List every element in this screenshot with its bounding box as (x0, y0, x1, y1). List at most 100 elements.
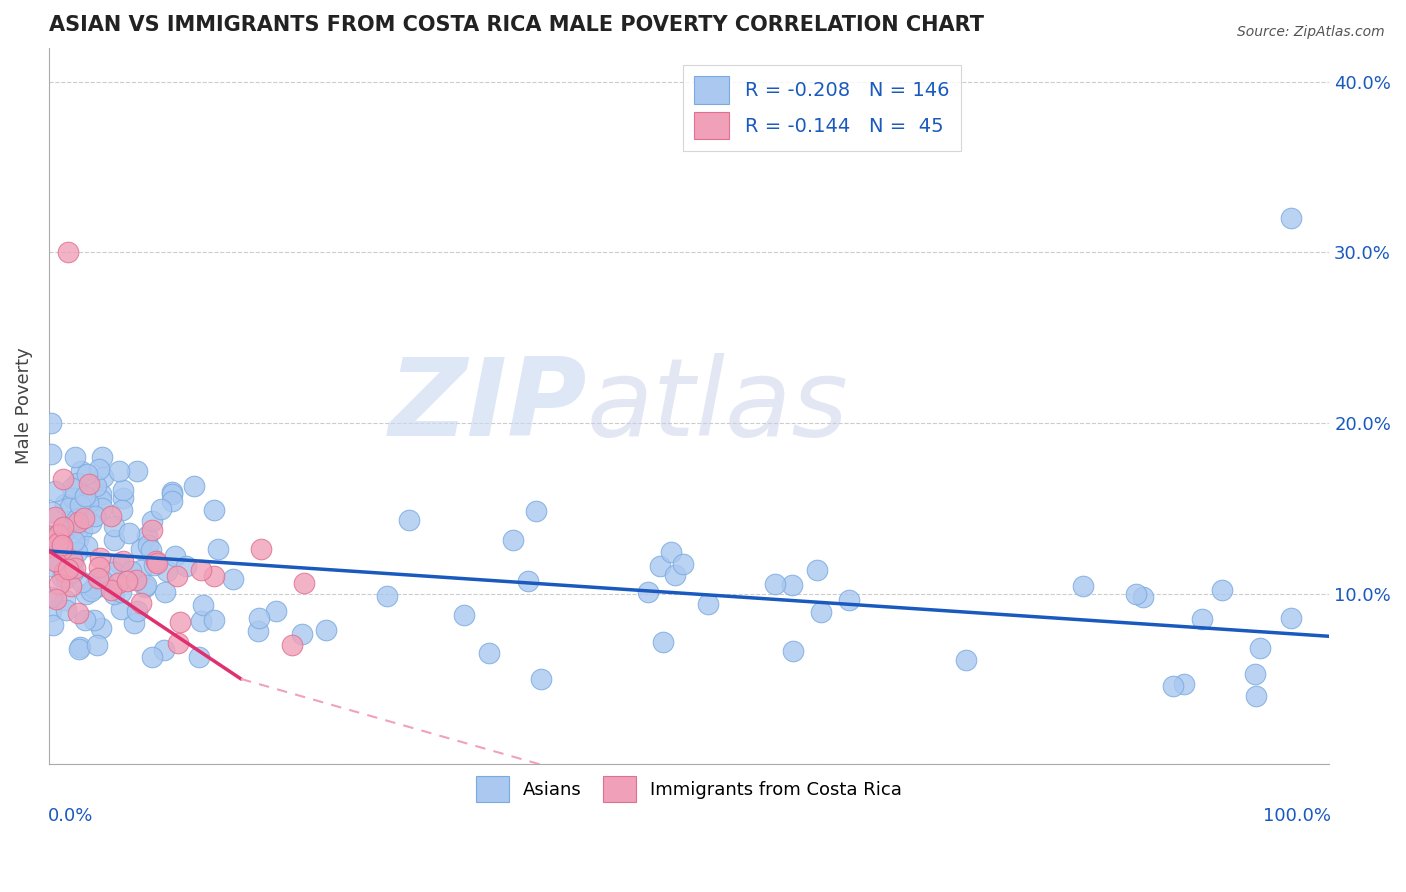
Point (91, 501, 114, 516)
Point (664, 568, 686, 582)
Point (77, 496, 100, 510)
Point (222, 572, 245, 586)
Text: 100.0%: 100.0% (1263, 807, 1330, 825)
Point (375, 589, 398, 603)
Point (141, 524, 163, 538)
Point (56, 553, 79, 567)
Point (58, 521, 80, 535)
Point (169, 615, 191, 629)
Point (155, 564, 177, 578)
Point (1243, 666, 1265, 681)
Point (125, 605, 148, 619)
Point (202, 569, 225, 583)
Point (135, 578, 157, 592)
Point (1279, 211, 1302, 226)
Point (67, 641, 90, 656)
Point (55, 603, 77, 617)
Point (129, 563, 152, 577)
Point (1191, 612, 1213, 626)
Text: ZIP: ZIP (388, 353, 586, 459)
Point (51, 538, 73, 552)
Point (67, 494, 90, 508)
Point (84, 479, 107, 493)
Point (207, 542, 229, 557)
Point (44, 510, 66, 524)
Point (73, 511, 96, 525)
Point (637, 585, 659, 599)
Point (89, 579, 111, 593)
Point (529, 673, 551, 687)
Point (202, 502, 225, 516)
Point (145, 556, 167, 570)
Point (66, 544, 89, 558)
Point (91, 450, 114, 464)
Point (86, 573, 108, 587)
Point (60, 553, 83, 567)
Point (166, 569, 188, 583)
Point (134, 580, 156, 594)
Point (41, 505, 63, 519)
Point (838, 593, 860, 607)
Point (66, 606, 89, 620)
Point (1211, 582, 1233, 597)
Point (103, 565, 125, 579)
Point (315, 623, 337, 637)
Point (51, 570, 73, 584)
Point (110, 585, 132, 599)
Point (56, 562, 79, 576)
Point (103, 518, 125, 533)
Point (124, 573, 146, 587)
Legend: Asians, Immigrants from Costa Rica: Asians, Immigrants from Costa Rica (468, 769, 910, 809)
Point (39, 558, 62, 573)
Point (143, 558, 166, 572)
Point (51, 541, 73, 556)
Point (149, 502, 172, 516)
Point (202, 613, 225, 627)
Point (281, 638, 304, 652)
Point (53, 497, 76, 511)
Point (118, 525, 141, 540)
Point (292, 575, 315, 590)
Point (111, 503, 134, 517)
Point (190, 563, 212, 577)
Point (107, 575, 129, 590)
Point (780, 578, 803, 592)
Point (160, 486, 183, 500)
Point (51, 538, 73, 552)
Point (56, 245, 79, 260)
Point (160, 485, 183, 500)
Point (129, 542, 152, 557)
Point (111, 491, 134, 505)
Point (1249, 641, 1271, 656)
Point (52, 472, 75, 486)
Point (246, 624, 269, 639)
Point (91, 573, 114, 587)
Text: 0.0%: 0.0% (48, 807, 93, 825)
Point (1125, 587, 1147, 601)
Point (145, 554, 167, 568)
Point (83, 613, 105, 627)
Point (90, 620, 112, 634)
Point (39, 416, 62, 430)
Point (39, 447, 62, 461)
Point (139, 543, 162, 558)
Point (125, 464, 148, 478)
Point (108, 464, 131, 478)
Point (135, 529, 157, 543)
Point (652, 634, 675, 648)
Point (46, 556, 69, 570)
Point (79, 584, 101, 599)
Point (122, 615, 145, 630)
Point (103, 586, 125, 600)
Point (478, 646, 501, 660)
Point (55, 563, 77, 577)
Point (110, 602, 132, 616)
Point (782, 644, 804, 658)
Point (955, 653, 977, 667)
Point (453, 608, 475, 623)
Point (60, 481, 83, 495)
Point (44, 484, 66, 499)
Point (672, 558, 695, 572)
Point (166, 636, 188, 650)
Point (249, 542, 271, 557)
